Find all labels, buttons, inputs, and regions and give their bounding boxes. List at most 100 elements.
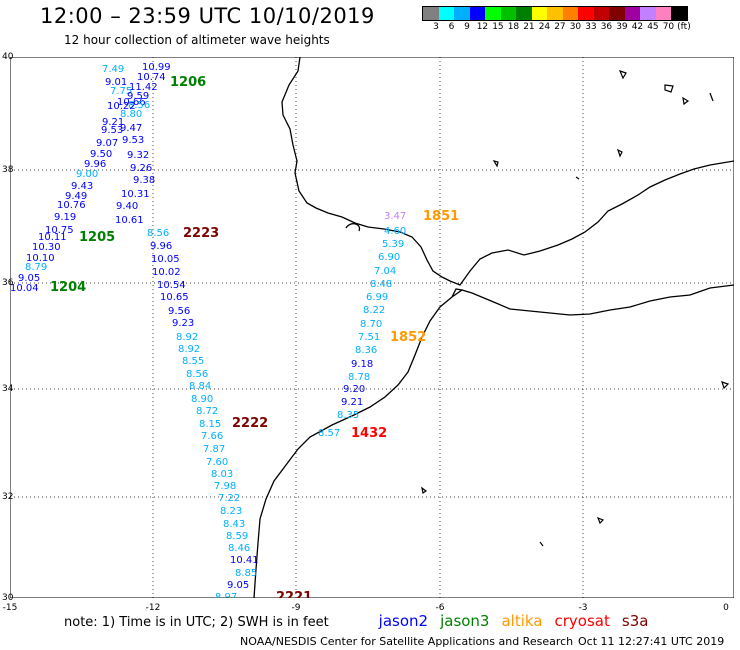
legend-jason2: jason2 bbox=[378, 612, 429, 630]
wave-height-value: 9.01 bbox=[105, 77, 127, 88]
latitude-label: 34 bbox=[2, 384, 14, 394]
wave-height-value: 10.10 bbox=[26, 253, 55, 264]
longitude-label: -3 bbox=[578, 603, 588, 613]
cape-outline bbox=[451, 288, 463, 298]
wave-height-value: 10.02 bbox=[152, 267, 181, 278]
africa-coastline bbox=[253, 284, 734, 598]
wave-height-value: 11.42 bbox=[129, 82, 158, 93]
wave-height-value: 3.47 bbox=[384, 211, 406, 222]
wave-height-value: 9.05 bbox=[18, 273, 40, 284]
wave-height-value: 8.46 bbox=[228, 543, 250, 554]
wave-height-value: 8.48 bbox=[370, 279, 392, 290]
wave-height-value: 8.92 bbox=[178, 344, 200, 355]
wave-height-value: 10.31 bbox=[121, 189, 150, 200]
wave-height-value: 8.56 bbox=[186, 369, 208, 380]
lagoon-outline bbox=[345, 223, 361, 232]
wave-height-value: 8.56 bbox=[147, 228, 169, 239]
legend-cryosat: cryosat bbox=[554, 612, 610, 630]
track-1206: 10.99 7.49 10.74 9.01 11.427.759.5910.668.56… bbox=[54, 62, 206, 226]
wave-height-value: 8.03 bbox=[211, 469, 233, 480]
colorbar-label: 18 bbox=[507, 22, 520, 32]
wave-height-value: 7.49 bbox=[102, 64, 124, 75]
pass-time-label: 1852 bbox=[390, 330, 426, 345]
pass-time-label: 1432 bbox=[351, 426, 387, 441]
wave-height-value: 7.22 bbox=[218, 493, 240, 504]
track-2221: 10.41 8.859.058.97 2221 bbox=[215, 555, 312, 598]
wave-height-value: 9.21 bbox=[102, 117, 124, 128]
colorbar-label: 42 bbox=[631, 22, 644, 32]
wave-height-value: 9.56 bbox=[168, 306, 190, 317]
legend-altika: altika bbox=[501, 612, 543, 630]
colorbar-swatch bbox=[500, 7, 516, 20]
legend-jason3: jason3 bbox=[440, 612, 490, 630]
wave-height-value: 8.90 bbox=[191, 394, 213, 405]
legend-s3a: s3a bbox=[621, 612, 649, 630]
colorbar-swatch bbox=[531, 7, 547, 20]
footer-note: note: 1) Time is in UTC; 2) SWH is in fe… bbox=[64, 615, 329, 630]
pass-time-label: 1204 bbox=[50, 280, 86, 295]
wave-height-value: 9.26 bbox=[130, 163, 152, 174]
wave-height-value: 10.11 bbox=[38, 232, 67, 243]
wave-height-value: 8.79 bbox=[25, 262, 47, 273]
wave-height-value: 9.32 bbox=[127, 150, 149, 161]
wave-height-value: 8.72 bbox=[196, 406, 218, 417]
wave-height-value: 10.74 bbox=[137, 72, 166, 83]
wave-height-value: 9.20 bbox=[343, 384, 365, 395]
wave-height-value: 8.59 bbox=[226, 531, 248, 542]
islands bbox=[421, 70, 730, 547]
wave-height-value: 8.15 bbox=[199, 419, 221, 430]
page-title: 12:00 – 23:59 UTC 10/10/2019 bbox=[40, 4, 375, 28]
colorbar-label: 36 bbox=[600, 22, 613, 32]
wave-height-value: 8.70 bbox=[360, 319, 382, 330]
satellite-legend: jason2 jason3 altika cryosat s3a bbox=[379, 611, 661, 630]
island-5 bbox=[616, 148, 623, 158]
wave-height-value: 7.60 bbox=[206, 457, 228, 468]
wave-height-value: 9.59 bbox=[127, 91, 149, 102]
island-2 bbox=[664, 84, 674, 93]
longitude-label: -12 bbox=[145, 603, 161, 613]
longitude-label: -15 bbox=[2, 603, 18, 613]
wave-height-value: 5.39 bbox=[382, 239, 404, 250]
wave-height-value: 9.96 bbox=[150, 241, 172, 252]
wave-height-value: 10.65 bbox=[160, 292, 189, 303]
wave-height-value: 9.21 bbox=[341, 397, 363, 408]
wave-height-value: 10.30 bbox=[32, 242, 61, 253]
wave-height-value: 7.04 bbox=[374, 266, 396, 277]
colorbar-label: 15 bbox=[492, 22, 504, 32]
wave-height-value: 8.85 bbox=[235, 568, 257, 579]
latitude-label: 36 bbox=[2, 278, 14, 288]
wave-height-value: 9.19 bbox=[54, 212, 76, 223]
wave-height-value: 8.22 bbox=[363, 305, 385, 316]
colorbar-label: (ft) bbox=[677, 22, 691, 32]
latitude-label: 30 bbox=[2, 593, 14, 603]
wave-height-value: 8.36 bbox=[355, 345, 377, 356]
wave-height-value: 7.75 bbox=[110, 86, 132, 97]
colorbar-swatch bbox=[609, 7, 625, 20]
colorbar-label: 45 bbox=[647, 22, 659, 32]
wave-height-value: 8.56 bbox=[128, 100, 150, 111]
pass-time-label: 1206 bbox=[170, 75, 206, 90]
colorbar-label: 12 bbox=[476, 22, 489, 32]
wave-height-value: 9.49 bbox=[65, 191, 87, 202]
wave-height-value: 9.38 bbox=[133, 175, 155, 186]
colorbar-swatch bbox=[454, 7, 470, 20]
wave-height-value: 6.99 bbox=[366, 292, 388, 303]
wave-height-value: 9.53 bbox=[101, 125, 123, 136]
wave-height-value: 10.22 bbox=[107, 101, 136, 112]
island-3 bbox=[682, 96, 690, 106]
latitude-label: 40 bbox=[2, 52, 14, 62]
colorbar-swatch bbox=[671, 7, 687, 20]
island-8 bbox=[721, 381, 730, 390]
wave-height-value: 7.66 bbox=[201, 431, 223, 442]
colorbar-swatch bbox=[438, 7, 454, 20]
wave-height-value: 8.23 bbox=[220, 506, 242, 517]
graticule bbox=[10, 57, 734, 598]
wave-height-value: 9.47 bbox=[120, 123, 142, 134]
island-10 bbox=[596, 516, 605, 525]
latitude-label: 38 bbox=[2, 165, 14, 175]
wave-height-value: 8.97 bbox=[215, 592, 237, 598]
pass-time-label: 1205 bbox=[79, 230, 115, 245]
